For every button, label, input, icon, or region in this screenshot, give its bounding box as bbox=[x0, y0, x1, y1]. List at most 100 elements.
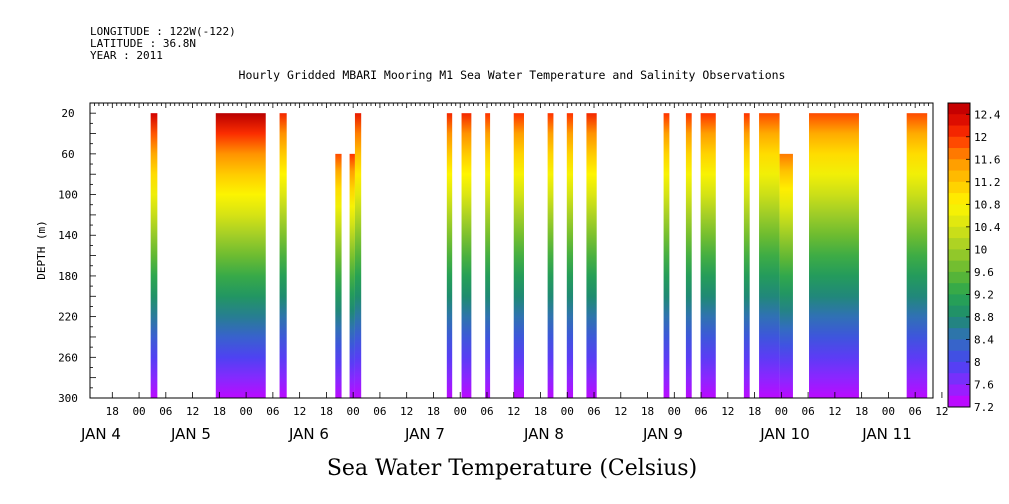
data-block bbox=[586, 113, 597, 398]
colorbar-label: 8 bbox=[974, 356, 981, 369]
colorbar-label: 7.6 bbox=[974, 378, 994, 391]
x-tick-label: 12 bbox=[507, 405, 520, 418]
data-block bbox=[547, 113, 554, 398]
colorbar-band bbox=[948, 148, 970, 160]
x-tick-label: 18 bbox=[106, 405, 119, 418]
y-tick-label: 180 bbox=[58, 270, 78, 283]
colorbar-band bbox=[948, 103, 970, 115]
y-tick-label: 220 bbox=[58, 311, 78, 324]
colorbar-label: 9.2 bbox=[974, 288, 994, 301]
x-day-label: JAN 7 bbox=[404, 425, 445, 443]
footer-label: Sea Water Temperature (Celsius) bbox=[327, 456, 697, 481]
x-day-label: JAN 9 bbox=[642, 425, 683, 443]
colorbar-band bbox=[948, 114, 970, 127]
colorbar-band bbox=[948, 361, 970, 374]
x-day-label: JAN 5 bbox=[170, 425, 211, 443]
colorbar-band bbox=[948, 384, 970, 397]
colorbar-label: 9.6 bbox=[974, 266, 994, 279]
x-tick-label: 06 bbox=[266, 405, 279, 418]
colorbar-band bbox=[948, 159, 970, 172]
x-tick-label: 00 bbox=[239, 405, 252, 418]
colorbar-label: 10.4 bbox=[974, 221, 1001, 234]
colorbar-band bbox=[948, 136, 970, 149]
data-block bbox=[354, 113, 362, 398]
colorbar-band bbox=[948, 316, 970, 329]
colorbar-label: 10.8 bbox=[974, 198, 1001, 211]
colorbar-label: 12 bbox=[974, 131, 987, 144]
x-tick-label: 00 bbox=[775, 405, 788, 418]
colorbar-band bbox=[948, 170, 970, 183]
x-tick-label: 00 bbox=[347, 405, 360, 418]
colorbar-label: 8.8 bbox=[974, 311, 994, 324]
year-label: YEAR : 2011 bbox=[90, 49, 163, 62]
data-block bbox=[700, 113, 716, 398]
colorbar-band bbox=[948, 226, 970, 239]
x-tick-label: 06 bbox=[373, 405, 386, 418]
colorbar-band bbox=[948, 305, 970, 318]
x-tick-label: 12 bbox=[828, 405, 841, 418]
x-tick-label: 18 bbox=[320, 405, 333, 418]
x-tick-label: 06 bbox=[694, 405, 707, 418]
colorbar-band bbox=[948, 238, 970, 250]
data-block bbox=[906, 113, 928, 398]
colorbar-label: 8.4 bbox=[974, 333, 994, 346]
colorbar-band bbox=[948, 373, 970, 385]
x-axis: 18 00 06 12 18 00 06 12 18 00 06 12 18 00 06 12 18 00 06 12… bbox=[80, 392, 949, 443]
colorbar-band bbox=[948, 193, 970, 205]
data-block bbox=[446, 113, 453, 398]
x-tick-label: 00 bbox=[132, 405, 145, 418]
colorbar-band bbox=[948, 249, 970, 262]
data-block bbox=[743, 113, 750, 398]
data-block bbox=[513, 113, 524, 398]
y-tick-label: 100 bbox=[58, 189, 78, 202]
longitude-label: LONGITUDE : 122W(-122) bbox=[90, 25, 236, 38]
data-block bbox=[779, 153, 793, 398]
x-tick-label: 12 bbox=[721, 405, 734, 418]
data-block bbox=[215, 113, 266, 398]
chart-title: Hourly Gridded MBARI Mooring M1 Sea Wate… bbox=[239, 68, 786, 82]
colorbar-band bbox=[948, 328, 970, 340]
x-day-label: JAN 11 bbox=[861, 425, 912, 443]
data-block bbox=[566, 113, 574, 398]
x-tick-label: 06 bbox=[909, 405, 922, 418]
data-block bbox=[279, 113, 287, 398]
y-tick-label: 20 bbox=[61, 107, 74, 120]
x-tick-label: 18 bbox=[748, 405, 761, 418]
y-tick-label: 260 bbox=[58, 351, 78, 364]
x-tick-label: 06 bbox=[801, 405, 814, 418]
x-day-label: JAN 4 bbox=[80, 425, 121, 443]
colorbar-band bbox=[948, 204, 970, 217]
colorbar-band bbox=[948, 181, 970, 194]
data-block bbox=[809, 113, 859, 398]
colorbar-label: 10 bbox=[974, 243, 987, 256]
x-tick-label: 00 bbox=[454, 405, 467, 418]
data-block bbox=[349, 153, 355, 398]
x-tick-label: 12 bbox=[614, 405, 627, 418]
data-block bbox=[663, 113, 670, 398]
x-tick-label: 12 bbox=[400, 405, 413, 418]
colorbar-band bbox=[948, 271, 970, 284]
x-tick-label: 06 bbox=[587, 405, 600, 418]
data-block bbox=[150, 113, 158, 398]
x-tick-label: 06 bbox=[159, 405, 172, 418]
x-tick-label: 00 bbox=[561, 405, 574, 418]
x-tick-label: 18 bbox=[213, 405, 226, 418]
colorbar-band bbox=[948, 350, 970, 363]
data-block bbox=[485, 113, 491, 398]
x-tick-label: 12 bbox=[186, 405, 199, 418]
colorbar-band bbox=[948, 215, 970, 228]
colorbar-band bbox=[948, 294, 970, 307]
y-tick-label: 140 bbox=[58, 229, 78, 242]
x-tick-label: 18 bbox=[427, 405, 440, 418]
x-tick-label: 12 bbox=[293, 405, 306, 418]
colorbar: 12.4 12 11.6 11.2 10.8 10.4 10 9.6 9.2 8.8 8.4 8 7.6… bbox=[947, 102, 1001, 414]
x-tick-label: 12 bbox=[935, 405, 948, 418]
y-tick-label: 300 bbox=[58, 392, 78, 405]
data-block bbox=[461, 113, 472, 398]
plot-frame bbox=[89, 102, 934, 399]
colorbar-frame bbox=[947, 102, 971, 408]
x-tick-label: 18 bbox=[534, 405, 547, 418]
x-tick-label: 00 bbox=[882, 405, 895, 418]
x-day-label: JAN 10 bbox=[759, 425, 810, 443]
colorbar-band bbox=[948, 283, 970, 295]
